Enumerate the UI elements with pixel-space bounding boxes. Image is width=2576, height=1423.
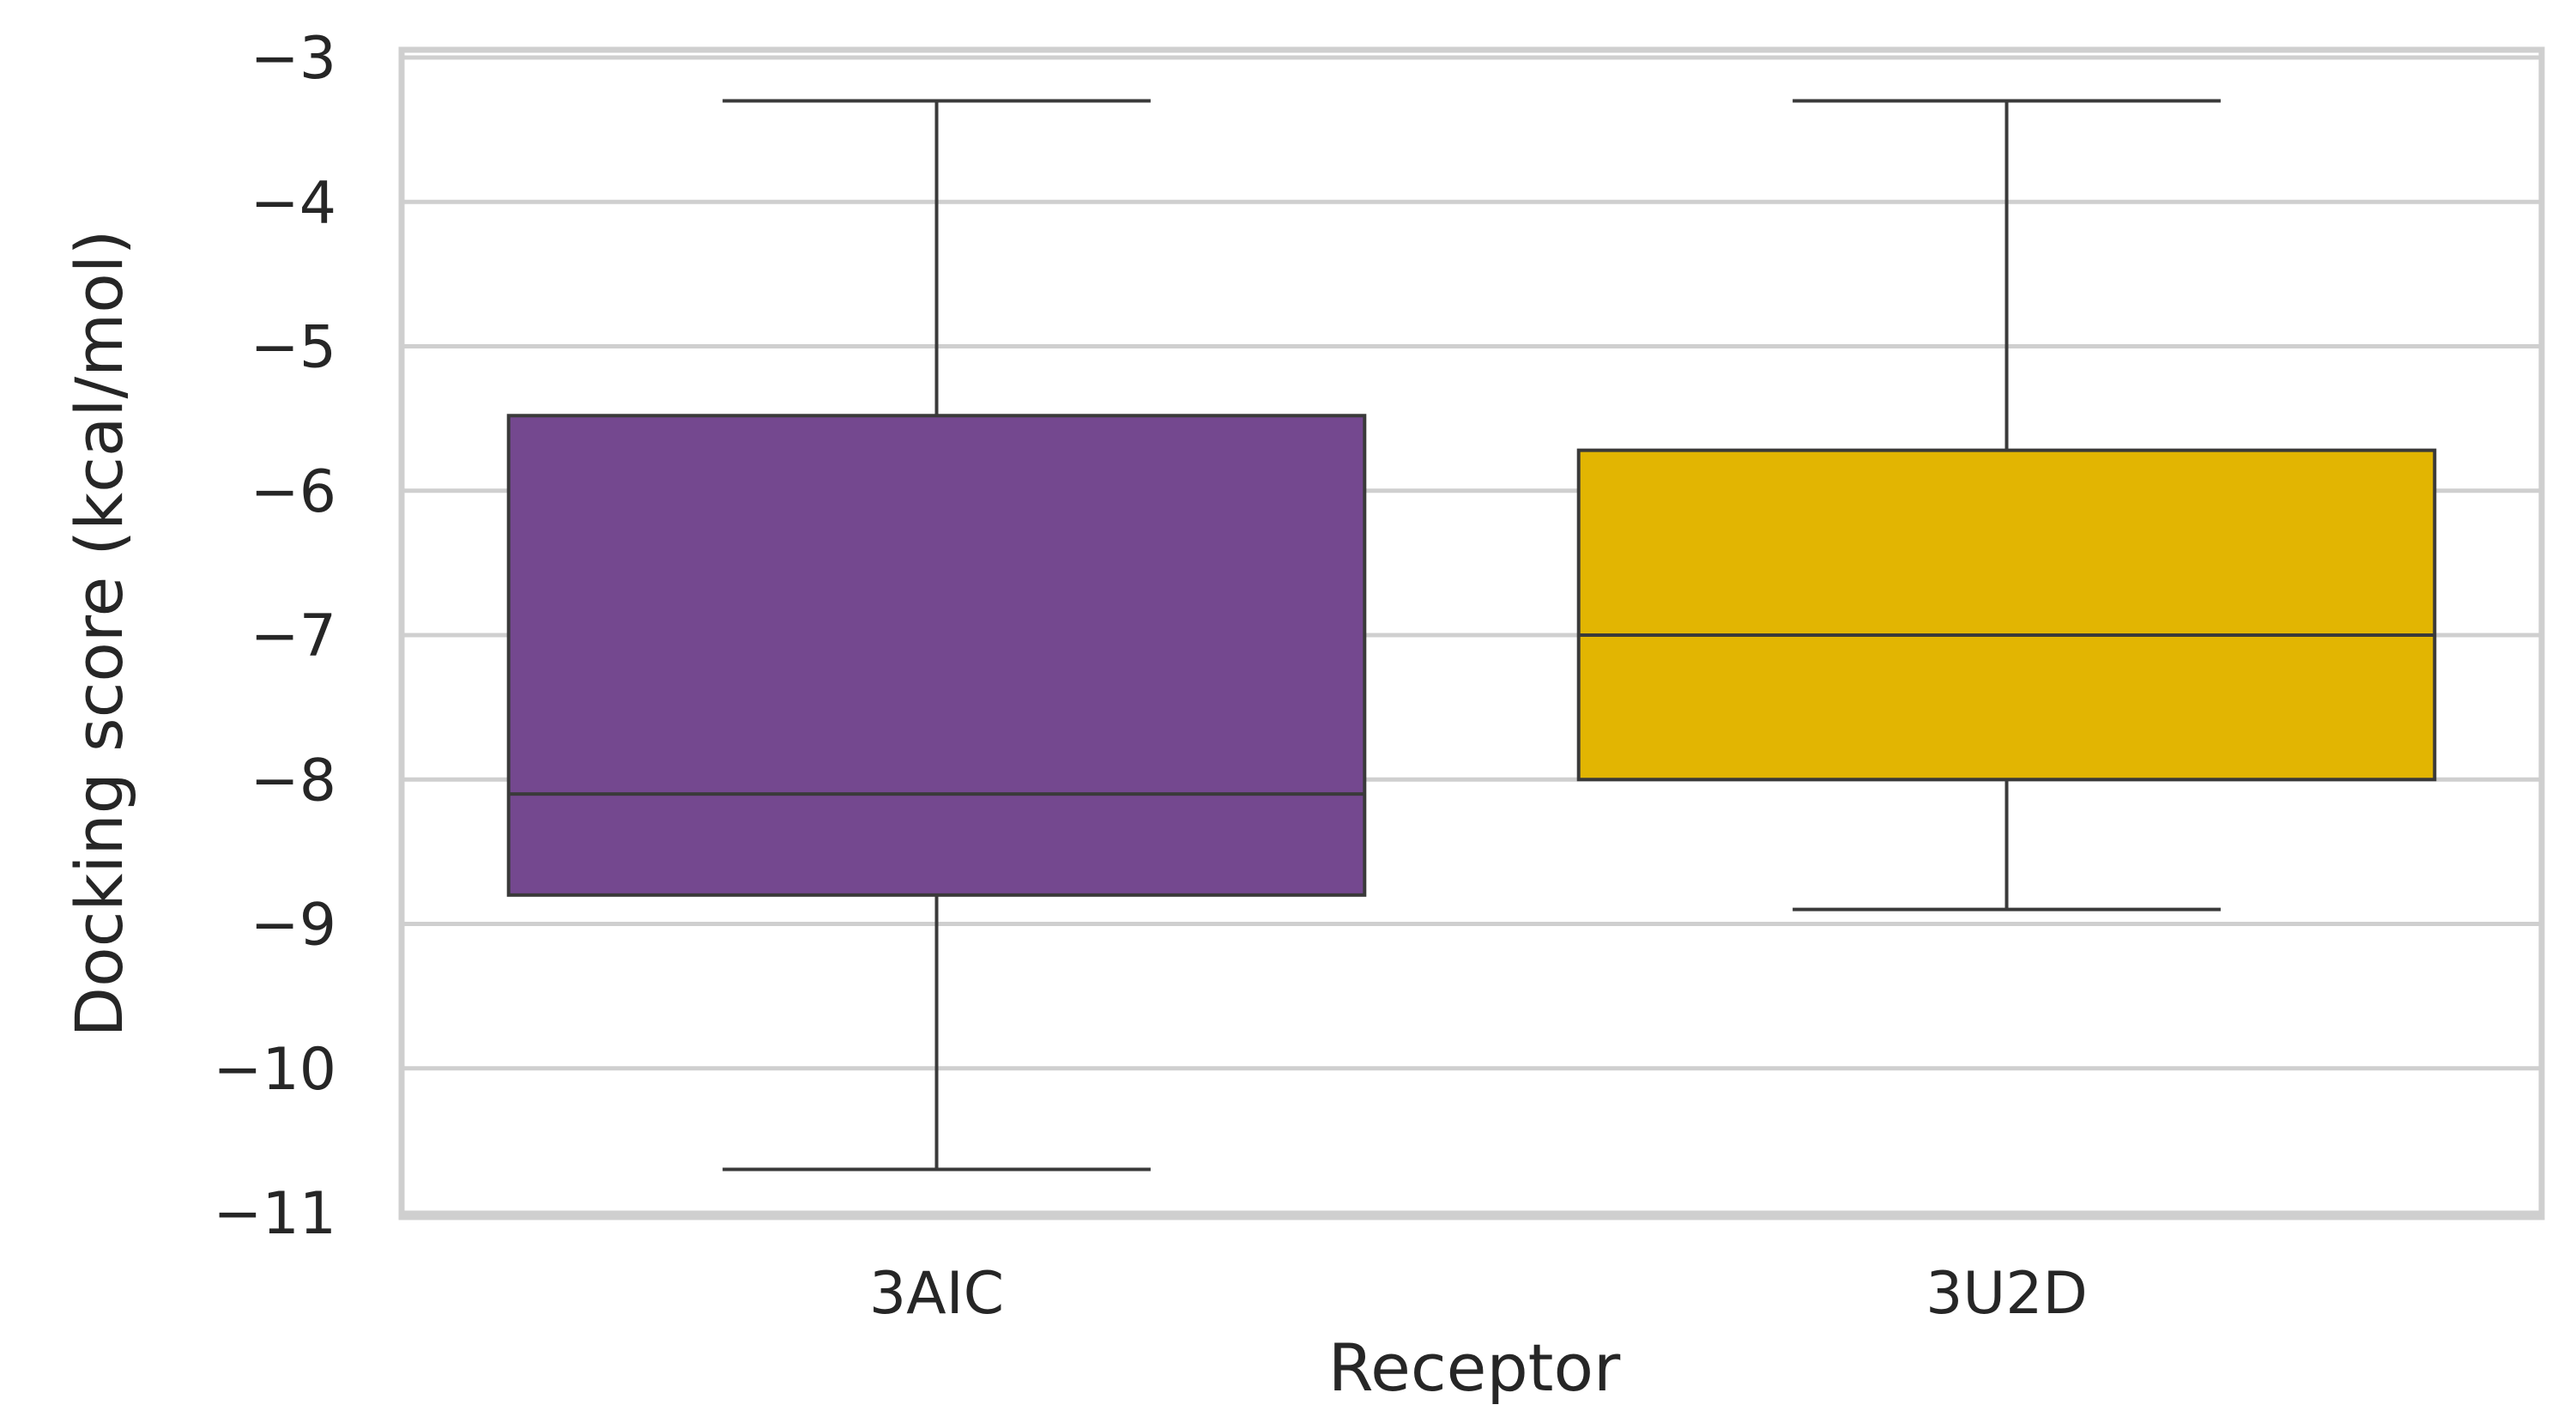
y-tick-label: −4 bbox=[251, 169, 336, 237]
plot-frame bbox=[398, 46, 2545, 1220]
y-tick-label: −9 bbox=[251, 892, 336, 960]
y-tick-label: −5 bbox=[251, 314, 336, 382]
y-tick-label: −10 bbox=[213, 1036, 336, 1104]
y-tick-label: −3 bbox=[251, 25, 336, 93]
x-tick-label: 3U2D bbox=[1926, 1260, 2088, 1328]
iqr-box bbox=[506, 414, 1367, 897]
y-tick-label: −6 bbox=[251, 458, 336, 526]
y-tick-label: −8 bbox=[251, 747, 336, 814]
y-axis-label: Docking score (kcal/mol) bbox=[61, 230, 137, 1038]
box-group bbox=[506, 99, 1367, 1172]
y-tick-label: −11 bbox=[213, 1180, 336, 1248]
iqr-box bbox=[1576, 448, 2437, 782]
x-tick-label: 3AIC bbox=[869, 1260, 1004, 1328]
x-tick-labels: 3AIC 3U2D bbox=[869, 1260, 2088, 1328]
box-group bbox=[1576, 99, 2437, 911]
x-axis-label: Receptor bbox=[1328, 1329, 1621, 1406]
y-tick-label: −7 bbox=[251, 603, 336, 670]
y-tick-labels: −3 −4 −5 −6 −7 −8 −9 −10 −11 bbox=[213, 25, 336, 1248]
boxes bbox=[506, 99, 2437, 1172]
